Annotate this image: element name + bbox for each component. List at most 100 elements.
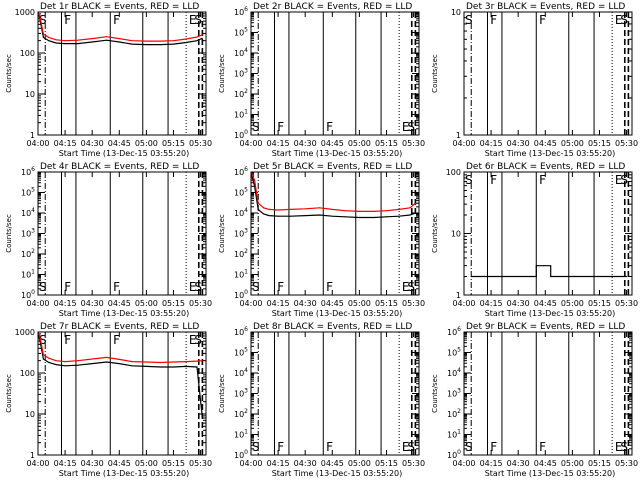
y-axis-title: Counts/sec [5, 54, 13, 93]
data-point-lld [64, 40, 66, 42]
marker-letter-s-end: S [620, 13, 628, 27]
data-point-events [77, 364, 79, 366]
marker-letter-f: F [64, 13, 71, 27]
x-tick-label: 05:30 [615, 299, 638, 308]
data-point-lld [48, 36, 50, 38]
data-point-events [386, 216, 387, 218]
data-point-events [201, 417, 203, 419]
marker-letter-s: S [39, 13, 47, 27]
x-tick-label: 04:00 [452, 139, 475, 148]
x-axis-title: Start Time (13-Dec-15 03:55:20) [272, 469, 403, 478]
data-point-events [557, 276, 559, 277]
marker-letter-f: F [326, 280, 333, 294]
det-2r-panel: Det 2r BLACK = Events, RED = LLD Counts/s… [218, 2, 425, 158]
panel-title: Det 8r BLACK = Events, RED = LLD [253, 322, 412, 332]
data-point-events [521, 276, 523, 277]
data-point-lld [414, 202, 416, 204]
x-tick-label: 04:45 [534, 299, 557, 308]
data-point-events [77, 43, 79, 45]
y-tick-label: 104 [234, 47, 248, 58]
data-point-events [106, 39, 108, 41]
x-tick-label: 04:45 [534, 459, 557, 468]
x-axis-title: Start Time (13-Dec-15 03:55:20) [59, 309, 190, 318]
y-tick-label: 103 [447, 388, 461, 399]
data-point-events [173, 43, 174, 45]
x-tick-label: 05:15 [375, 139, 398, 148]
y-axis-title: Counts/sec [5, 214, 13, 253]
data-point-lld [257, 202, 259, 204]
data-point-lld [319, 207, 321, 209]
data-point-events [185, 42, 187, 43]
data-point-events [615, 276, 617, 277]
y-tick-label: 105 [234, 347, 248, 358]
x-tick-label: 04:15 [54, 459, 77, 468]
data-point-events [55, 364, 57, 366]
x-tick-label: 04:00 [239, 299, 262, 308]
y-tick-label: 103 [234, 228, 248, 239]
x-tick-label: 05:15 [375, 459, 398, 468]
data-point-events [492, 276, 494, 277]
x-tick-label: 04:00 [26, 459, 49, 468]
data-point-lld [344, 210, 346, 212]
y-tick-label: 101 [234, 429, 248, 440]
y-tick-label: 100 [20, 49, 35, 58]
marker-letter-s-end: S [620, 440, 628, 454]
data-point-lld [185, 361, 187, 363]
x-tick-label: 04:15 [480, 299, 503, 308]
y-tick-label: 106 [234, 6, 248, 17]
marker-letter-s: S [465, 173, 473, 187]
series-line-events [471, 265, 627, 278]
plot-frame [463, 171, 633, 296]
x-tick-label: 05:15 [588, 459, 611, 468]
data-point-lld [277, 209, 279, 211]
data-point-events [373, 217, 375, 218]
marker-letter-f: F [64, 280, 71, 294]
x-tick-label: 04:00 [26, 139, 49, 148]
panel-title: Det 1r BLACK = Events, RED = LLD [40, 2, 199, 12]
data-point-lld [91, 358, 93, 360]
data-point-lld [42, 354, 44, 356]
data-point-events [118, 363, 120, 365]
panel-title: Det 4r BLACK = Events, RED = LLD [40, 162, 199, 172]
det-1r-panel: Det 1r BLACK = Events, RED = LLD Counts/s… [5, 2, 212, 158]
x-tick-label: 04:30 [81, 459, 104, 468]
x-tick-label: 05:30 [615, 139, 638, 148]
data-point-lld [145, 40, 147, 42]
y-tick-label: 106 [234, 166, 248, 177]
x-tick-label: 05:30 [615, 459, 638, 468]
data-point-lld [39, 335, 41, 337]
y-tick-label: 102 [234, 88, 248, 99]
x-tick-label: 04:15 [480, 459, 503, 468]
data-point-events [64, 365, 66, 367]
x-tick-label: 05:15 [162, 299, 185, 308]
data-point-events [145, 44, 147, 46]
data-point-events [514, 276, 516, 277]
data-point-events [145, 365, 147, 367]
data-point-lld [42, 33, 44, 35]
y-tick-label: 102 [21, 248, 35, 259]
marker-letter-f: F [277, 120, 284, 134]
x-tick-label: 04:00 [26, 299, 49, 308]
data-point-events [600, 276, 602, 277]
x-tick-label: 04:30 [294, 139, 317, 148]
data-point-events [358, 217, 360, 218]
data-point-events [173, 366, 174, 368]
data-point-events [586, 276, 588, 277]
data-point-lld [358, 210, 360, 212]
y-tick-label: 100 [234, 289, 248, 300]
marker-letter-e: E [189, 333, 197, 347]
data-point-events [42, 358, 44, 360]
x-tick-label: 05:30 [402, 299, 425, 308]
data-point-events [48, 40, 50, 42]
data-point-lld [290, 208, 292, 210]
x-tick-label: 04:15 [267, 299, 290, 308]
y-tick-label: 103 [21, 228, 35, 239]
y-tick-label: 105 [21, 187, 35, 198]
data-point-lld [185, 38, 187, 40]
x-tick-label: 04:30 [507, 139, 530, 148]
data-point-events [331, 215, 333, 217]
data-point-events [593, 276, 595, 277]
y-tick-label: 1 [30, 451, 35, 460]
x-tick-label: 04:45 [534, 139, 557, 148]
x-tick-label: 04:30 [507, 299, 530, 308]
